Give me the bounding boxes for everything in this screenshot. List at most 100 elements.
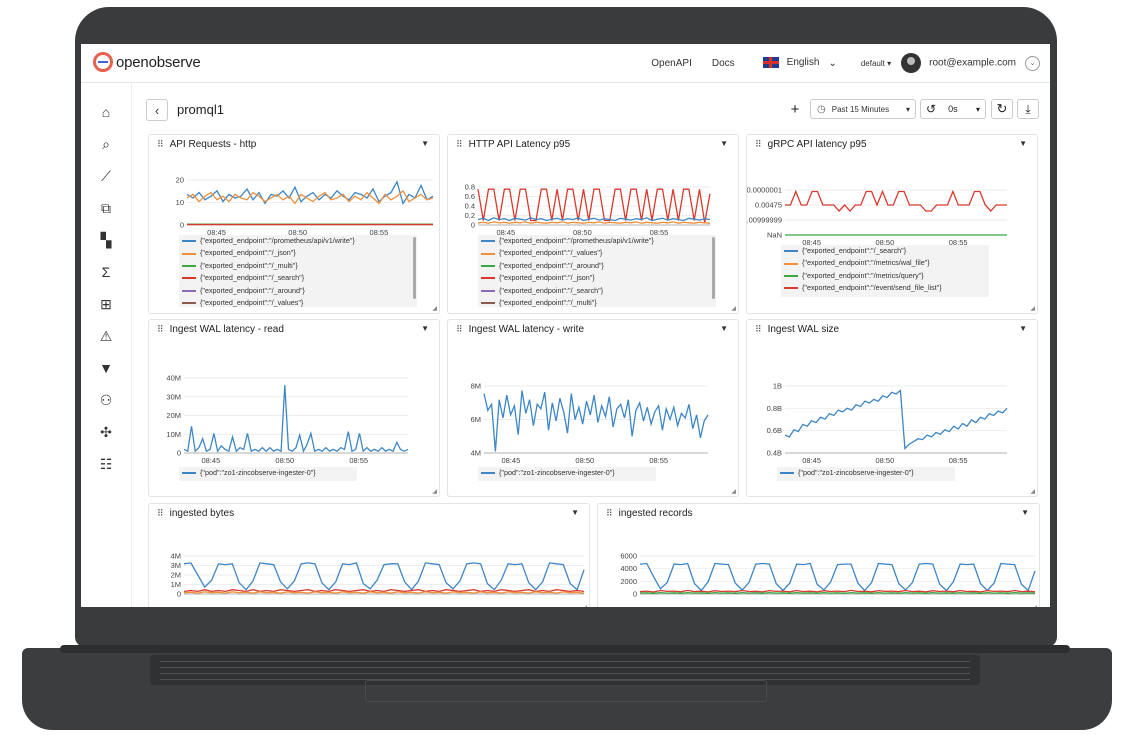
back-button[interactable]: ‹: [146, 99, 168, 121]
pipelines-icon[interactable]: ▼: [99, 360, 113, 376]
drag-handle-icon[interactable]: ⠿: [606, 508, 613, 518]
resize-handle-icon[interactable]: ◢: [1030, 489, 1035, 495]
user-menu[interactable]: root@example.com: [901, 53, 1016, 73]
legend-item[interactable]: {"pod":"zo1-zincobserve-ingester-0"}: [481, 467, 653, 479]
legend-item[interactable]: {"exported_endpoint":"/_multi"}: [481, 297, 713, 307]
download-button[interactable]: ⤓: [1017, 99, 1039, 119]
panel-menu-icon[interactable]: ▼: [571, 508, 579, 517]
legend-item[interactable]: {"exported_endpoint":"/event/send_file_l…: [784, 282, 986, 294]
streams-icon[interactable]: ⊞: [100, 295, 112, 312]
series-line: [477, 188, 711, 223]
legend-item[interactable]: {"exported_endpoint":"/_search"}: [784, 245, 986, 257]
panel-http-api-latency-p95[interactable]: ⠿ HTTP API Latency p95 ▼ ◢ 0 0.2 0.4 0.6 0.8 08:4…: [447, 134, 739, 314]
drag-handle-icon[interactable]: ⠿: [755, 324, 762, 334]
chart-legend: {"pod":"zo1-zincobserve-ingester-0"}: [179, 467, 357, 481]
resize-handle-icon[interactable]: ◢: [731, 489, 736, 495]
resize-handle-icon[interactable]: ◢: [1030, 306, 1035, 312]
legend-swatch: [784, 262, 798, 265]
x-tick-label: 08:50: [876, 456, 895, 465]
x-tick-label: 08:50: [573, 228, 592, 237]
legend-item[interactable]: {"pod":"zo1-zincobserve-ingester-0"}: [780, 467, 952, 479]
y-tick-label: 0.0000001: [747, 186, 782, 195]
panel-menu-icon[interactable]: ▼: [1021, 508, 1029, 517]
legend-scrollbar[interactable]: [712, 237, 715, 299]
legend-item[interactable]: {"exported_endpoint":"/_search"}: [481, 285, 713, 297]
legend-label: {"exported_endpoint":"/prometheus/api/v1…: [499, 236, 654, 245]
legend-scrollbar[interactable]: [413, 237, 416, 299]
panel-menu-icon[interactable]: ▼: [1019, 324, 1027, 333]
legend-item[interactable]: {"exported_endpoint":"/_values"}: [481, 247, 713, 259]
resize-handle-icon[interactable]: ◢: [582, 604, 587, 607]
top-nav: openobserve OpenAPI Docs English ⌄ defaul…: [81, 44, 1050, 83]
user-menu-chevron-icon[interactable]: ⌄: [1025, 55, 1040, 71]
legend-item[interactable]: {"exported_endpoint":"/_search"}: [182, 272, 414, 284]
x-tick-label: 08:45: [802, 238, 821, 247]
panel-ingested-records[interactable]: ⠿ ingested records ▼ ◢ 0 2000 4000 6000: [597, 503, 1040, 607]
slack-icon[interactable]: ✣: [100, 423, 112, 440]
legend-item[interactable]: {"exported_endpoint":"/_json"}: [481, 272, 713, 284]
legend-swatch: [182, 277, 196, 280]
refresh-interval-select[interactable]: ↺ 0s ▾: [920, 99, 986, 119]
panel-ingest-wal-latency-read[interactable]: ⠿ Ingest WAL latency - read ▼ ◢ 0 10M 20M 30M 40…: [148, 319, 440, 497]
panel-title: Ingest WAL latency - read: [169, 324, 284, 335]
panel-ingest-wal-latency-write[interactable]: ⠿ Ingest WAL latency - write ▼ ◢ 4M 6M 8M 08:45…: [447, 319, 739, 497]
refresh-button[interactable]: ↻: [991, 99, 1013, 119]
resize-handle-icon[interactable]: ◢: [1032, 604, 1037, 607]
app-logo[interactable]: openobserve: [93, 52, 201, 72]
legend-item[interactable]: {"exported_endpoint":"/_multi"}: [182, 260, 414, 272]
traces-icon[interactable]: ⧉: [101, 199, 111, 216]
alerts-icon[interactable]: ⚠: [99, 327, 113, 344]
metrics-icon[interactable]: ⟋: [101, 167, 111, 184]
series-line: [186, 180, 434, 205]
panel-grpc-api-latency-p95[interactable]: ⠿ gRPC API latency p95 ▼ ◢ NaN 0.00999999 0.00…: [746, 134, 1038, 314]
dashboards-icon[interactable]: ▚: [100, 231, 112, 248]
datetime-picker[interactable]: ◷ Past 15 Minutes ▾: [810, 99, 916, 119]
y-tick-label: 0.8: [465, 183, 475, 192]
x-tick-label: 08:55: [369, 228, 388, 237]
drag-handle-icon[interactable]: ⠿: [755, 139, 762, 149]
legend-item[interactable]: {"exported_endpoint":"/_around"}: [182, 285, 414, 297]
legend-item[interactable]: {"exported_endpoint":"/metrics/query"}: [784, 270, 986, 282]
iam-icon[interactable]: ⚇: [99, 391, 113, 408]
resize-handle-icon[interactable]: ◢: [432, 489, 437, 495]
functions-icon[interactable]: Σ: [101, 264, 111, 280]
drag-handle-icon[interactable]: ⠿: [456, 139, 463, 149]
docs-link[interactable]: Docs: [711, 57, 735, 69]
legend-item[interactable]: {"exported_endpoint":"/prometheus/api/v1…: [182, 235, 414, 247]
drag-handle-icon[interactable]: ⠿: [157, 139, 164, 149]
y-tick-label: 0.4B: [767, 449, 782, 458]
panel-menu-icon[interactable]: ▼: [421, 139, 429, 148]
openapi-link[interactable]: OpenAPI: [651, 57, 692, 69]
resize-handle-icon[interactable]: ◢: [731, 306, 736, 312]
panel-api-requests-http[interactable]: ⠿ API Requests - http ▼ ◢ 0 10 20 08:45 08:50 08:…: [148, 134, 440, 314]
drag-handle-icon[interactable]: ⠿: [157, 324, 164, 334]
x-tick-label: 08:50: [275, 456, 294, 465]
panel-menu-icon[interactable]: ▼: [720, 139, 728, 148]
x-tick-label: 08:55: [349, 456, 368, 465]
panel-header: ⠿ ingested records: [606, 508, 693, 519]
y-tick-label: 30M: [166, 392, 181, 401]
panel-menu-icon[interactable]: ▼: [720, 324, 728, 333]
legend-item[interactable]: {"exported_endpoint":"/_values"}: [182, 297, 414, 307]
panel-menu-icon[interactable]: ▼: [421, 324, 429, 333]
legend-item[interactable]: {"pod":"zo1-zincobserve-ingester-0"}: [182, 467, 354, 479]
legend-swatch: [481, 277, 495, 280]
legend-item[interactable]: {"exported_endpoint":"/metrics/wal_file"…: [784, 257, 986, 269]
home-icon[interactable]: ⌂: [101, 104, 111, 120]
panel-title: gRPC API latency p95: [767, 139, 867, 150]
settings-icon[interactable]: ☷: [99, 455, 113, 472]
legend-item[interactable]: {"exported_endpoint":"/_json"}: [182, 247, 414, 259]
language-select[interactable]: English ⌄: [762, 57, 837, 69]
series-line: [183, 591, 585, 594]
legend-item[interactable]: {"exported_endpoint":"/_around"}: [481, 260, 713, 272]
org-select[interactable]: default ▾: [861, 59, 891, 68]
search-icon[interactable]: ⌕: [102, 135, 110, 152]
add-panel-button[interactable]: +: [790, 100, 800, 118]
panel-ingest-wal-size[interactable]: ⠿ Ingest WAL size ▼ ◢ 0.4B 0.6B 0.8B 1B 08:45 08:…: [746, 319, 1038, 497]
drag-handle-icon[interactable]: ⠿: [456, 324, 463, 334]
resize-handle-icon[interactable]: ◢: [432, 306, 437, 312]
panel-menu-icon[interactable]: ▼: [1019, 139, 1027, 148]
drag-handle-icon[interactable]: ⠿: [157, 508, 164, 518]
legend-item[interactable]: {"exported_endpoint":"/prometheus/api/v1…: [481, 235, 713, 247]
